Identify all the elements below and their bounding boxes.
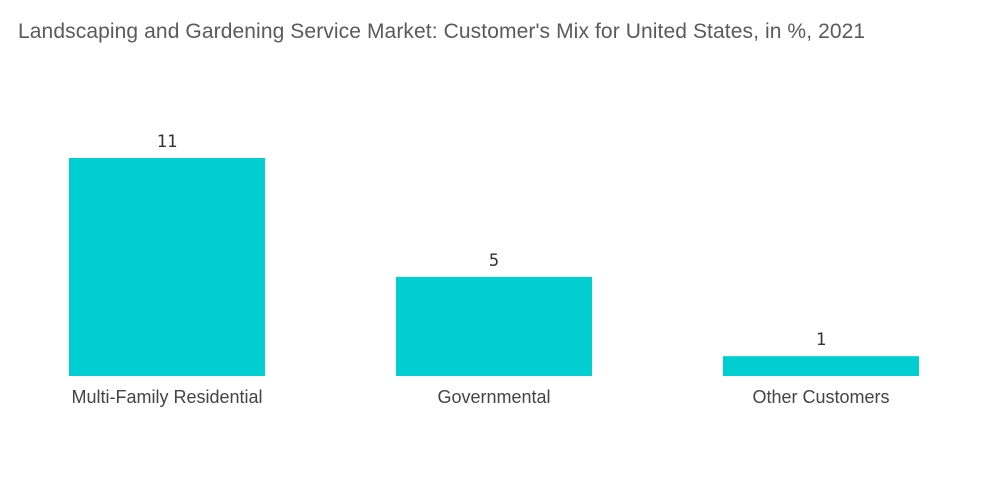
bar-other-customers [723, 356, 919, 376]
bar-governmental [396, 276, 592, 376]
category-label-governmental: Governmental [437, 387, 550, 407]
category-label-other-customers: Other Customers [752, 387, 889, 407]
bar-multi-family-residential [69, 158, 265, 376]
category-label-multi-family-residential: Multi-Family Residential [71, 387, 262, 407]
value-label-governmental: 5 [489, 251, 499, 271]
chart-title: Landscaping and Gardening Service Market… [18, 20, 866, 43]
bars-group [69, 158, 919, 376]
category-labels-group: Multi-Family Residential Governmental Othe… [71, 387, 889, 407]
value-label-multi-family-residential: 11 [157, 132, 177, 152]
value-labels-group: 11 5 1 [157, 132, 826, 350]
value-label-other-customers: 1 [816, 330, 826, 350]
